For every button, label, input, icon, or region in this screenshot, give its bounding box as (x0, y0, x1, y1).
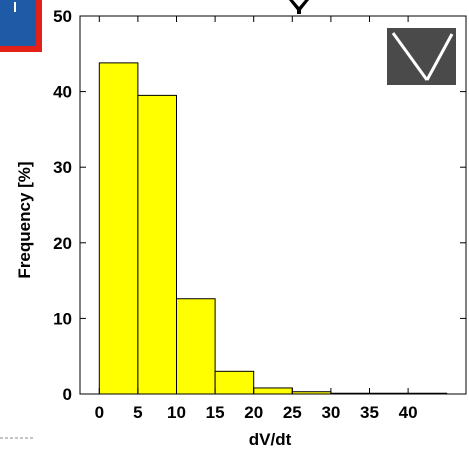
corner-badge (0, 0, 42, 52)
histogram-bar-0 (99, 63, 138, 394)
x-tick-label: 5 (133, 403, 142, 422)
y-tick-label: 40 (53, 83, 72, 102)
cropped-title-fragment (289, 0, 309, 14)
histogram-bar-2 (177, 299, 216, 394)
x-tick-label: 20 (244, 403, 263, 422)
y-tick-label: 20 (53, 234, 72, 253)
histogram-bar-1 (138, 95, 177, 394)
x-tick-label: 25 (283, 403, 302, 422)
x-axis-title: dV/dt (249, 430, 292, 449)
x-tick-label: 0 (95, 403, 104, 422)
y-tick-label: 0 (63, 385, 72, 404)
y-tick-label: 30 (53, 158, 72, 177)
histogram-bar-4 (254, 388, 293, 394)
x-tick-label: 15 (206, 403, 225, 422)
triangle-v-logo-icon (387, 28, 456, 85)
x-tick-label: 30 (321, 403, 340, 422)
y-tick-label: 10 (53, 309, 72, 328)
x-tick-label: 10 (167, 403, 186, 422)
x-tick-label: 35 (360, 403, 379, 422)
histogram-bar-3 (215, 371, 254, 394)
y-axis-title: Frequency [%] (15, 161, 34, 278)
x-tick-label: 40 (399, 403, 418, 422)
y-tick-label: 50 (53, 7, 72, 26)
